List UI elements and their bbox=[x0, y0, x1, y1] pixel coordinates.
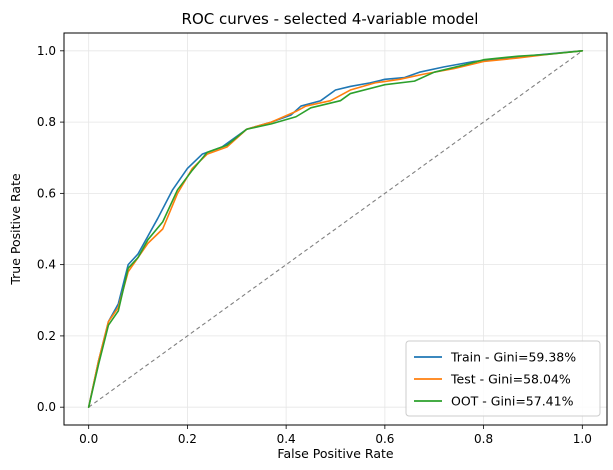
reference-diagonal bbox=[88, 50, 583, 408]
legend-label: OOT - Gini=57.41% bbox=[451, 394, 574, 409]
plot-frame bbox=[63, 32, 608, 426]
roc-series-line-2 bbox=[87, 50, 584, 408]
y-tick-label: 0.0 bbox=[37, 400, 56, 414]
legend-label: Test - Gini=58.04% bbox=[450, 372, 571, 387]
y-tick-label: 0.6 bbox=[37, 186, 56, 200]
x-tick-label: 0.4 bbox=[277, 432, 296, 446]
x-tick-labels: 0.0 0.2 0.4 0.6 0.8 1.0 bbox=[79, 425, 592, 446]
legend: Train - Gini=59.38% Test - Gini=58.04% OOT… bbox=[405, 340, 601, 417]
x-tick-label: 0.6 bbox=[375, 432, 394, 446]
legend-box bbox=[405, 340, 601, 417]
series-lines bbox=[87, 50, 584, 408]
y-tick-label: 0.8 bbox=[37, 115, 56, 129]
grid-lines bbox=[64, 33, 607, 425]
y-tick-label: 0.2 bbox=[37, 329, 56, 343]
x-tick-label: 0.2 bbox=[178, 432, 197, 446]
roc-series-line-3 bbox=[87, 50, 584, 408]
y-axis-label: True Positive Rate bbox=[8, 173, 23, 286]
x-tick-label: 1.0 bbox=[573, 432, 592, 446]
chance-diagonal-line bbox=[88, 50, 583, 408]
x-axis-label: False Positive Rate bbox=[277, 446, 393, 461]
x-tick-label: 0.8 bbox=[474, 432, 493, 446]
legend-label: Train - Gini=59.38% bbox=[450, 350, 576, 365]
y-tick-label: 1.0 bbox=[37, 44, 56, 58]
x-tick-label: 0.0 bbox=[79, 432, 98, 446]
y-tick-label: 0.4 bbox=[37, 258, 56, 272]
chart-title: ROC curves - selected 4-variable model bbox=[182, 10, 479, 28]
y-tick-labels: 0.0 0.2 0.4 0.6 0.8 1.0 bbox=[37, 44, 64, 414]
